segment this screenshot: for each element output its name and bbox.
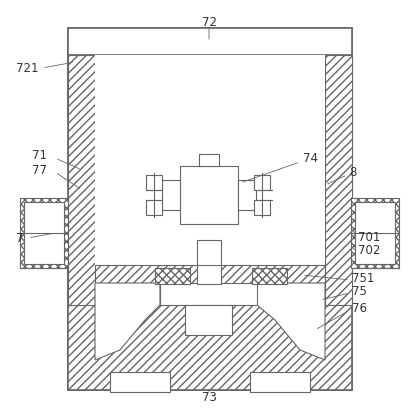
Text: 72: 72 [202,16,217,28]
Bar [110,372,170,392]
Text: 721: 721 [16,62,38,75]
Bar [160,283,257,305]
Bar [351,198,399,268]
Bar [238,180,256,210]
Bar [355,202,395,264]
Bar [252,268,287,284]
Text: 8: 8 [349,166,357,178]
Bar [254,175,270,190]
Bar [68,55,95,305]
Text: 74: 74 [303,152,318,165]
Polygon shape [257,283,325,360]
Bar [68,55,352,305]
Text: 71: 71 [32,148,47,161]
Bar [199,154,219,166]
Bar [155,268,190,284]
Bar [20,198,68,268]
Bar [24,202,64,264]
Bar [250,372,310,392]
Bar [146,200,162,215]
Text: 701: 701 [358,230,380,243]
Text: 75: 75 [352,285,367,297]
Text: 73: 73 [202,391,217,403]
Bar [185,305,232,335]
Bar [253,374,307,390]
Text: 76: 76 [352,302,367,315]
Bar [254,200,270,215]
Polygon shape [68,265,352,390]
Bar [180,166,238,224]
Bar [325,55,352,305]
Bar [68,28,352,116]
Bar [68,28,352,55]
Bar [146,175,162,190]
Text: 751: 751 [352,272,374,285]
Text: 77: 77 [32,163,47,176]
Polygon shape [95,283,160,360]
Bar [113,374,167,390]
Bar [162,180,180,210]
Text: 7: 7 [16,232,24,245]
Bar [95,55,325,265]
Bar [197,240,221,284]
Text: 702: 702 [358,243,380,256]
Bar [68,265,352,390]
